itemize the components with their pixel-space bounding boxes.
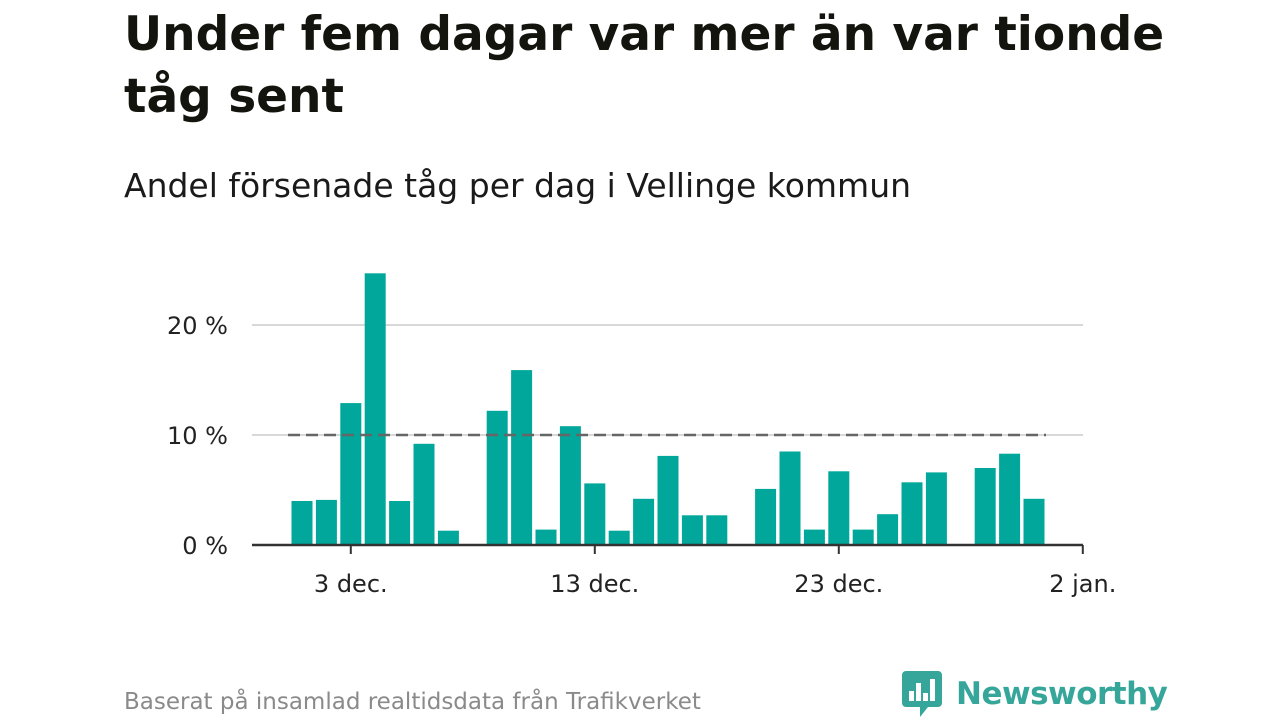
bar [633, 498, 655, 545]
bar [925, 472, 947, 545]
bar [340, 403, 362, 545]
bar [413, 443, 435, 545]
bar [828, 471, 850, 545]
y-tick-label: 0 % [182, 532, 228, 560]
bar [486, 410, 508, 545]
x-tick-label: 23 dec. [794, 570, 883, 598]
logo-text: Newsworthy [956, 676, 1168, 712]
bar [755, 488, 777, 545]
bar [389, 501, 411, 545]
bar [291, 501, 313, 545]
x-tick-label: 3 dec. [314, 570, 388, 598]
y-tick-label: 10 % [167, 422, 228, 450]
x-axis-labels: 3 dec. 13 dec. 23 dec. 2 jan. [314, 570, 1116, 598]
bar [877, 514, 899, 545]
newsworthy-logo-icon [902, 671, 942, 717]
bar [608, 530, 630, 545]
y-axis-labels: 0 % 10 % 20 % [167, 312, 228, 560]
x-tick-label: 13 dec. [550, 570, 639, 598]
bar [535, 529, 557, 545]
bar [364, 273, 386, 545]
source-note: Baserat på insamlad realtidsdata från Tr… [124, 689, 701, 715]
bar [681, 515, 703, 545]
newsworthy-logo: Newsworthy [902, 670, 1168, 718]
bars [291, 273, 1045, 545]
y-tick-label: 20 % [167, 312, 228, 340]
bar [901, 482, 923, 545]
bar [852, 529, 874, 545]
bar [559, 426, 581, 545]
bar [1023, 498, 1045, 545]
bar [803, 529, 825, 545]
bar [657, 455, 679, 545]
bar [315, 499, 337, 545]
bar [511, 370, 533, 545]
bar [779, 451, 801, 545]
bar [437, 530, 459, 545]
bar [584, 483, 606, 545]
chart-subtitle: Andel försenade tåg per dag i Vellinge k… [124, 166, 912, 205]
chart-title: Under fem dagar var mer än var tionde tå… [124, 7, 1165, 124]
bar [706, 515, 728, 545]
bar [999, 453, 1021, 545]
bar [974, 468, 996, 545]
x-axis [252, 543, 1084, 554]
x-tick-label: 2 jan. [1049, 570, 1116, 598]
